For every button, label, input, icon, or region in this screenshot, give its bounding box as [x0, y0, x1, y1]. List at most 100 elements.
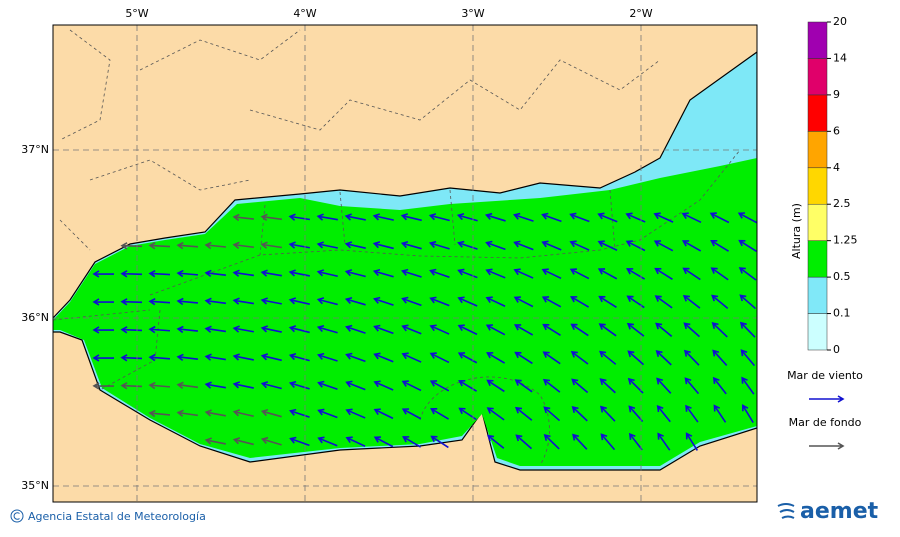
- wave-arrow: [626, 295, 645, 309]
- wave-arrow: [260, 269, 282, 277]
- colorbar-band: [807, 21, 828, 59]
- wave-arrow: [683, 322, 701, 338]
- wave-arrow: [513, 268, 534, 279]
- legend-label: Mar de viento: [787, 369, 863, 382]
- wave-arrow: [681, 212, 702, 224]
- wave-arrow: [288, 213, 311, 221]
- wave-arrow: [92, 270, 115, 278]
- wave-arrow: [600, 433, 616, 451]
- wave-arrow: [739, 321, 756, 338]
- wave-arrow: [344, 269, 366, 278]
- wave-arrow: [345, 380, 366, 391]
- credit: Agencia Estatal de Meteorología: [28, 510, 206, 523]
- wave-arrow: [345, 436, 366, 447]
- wave-arrow: [710, 240, 729, 252]
- wave-arrow: [570, 296, 590, 308]
- lat-label: 35°N: [21, 479, 49, 492]
- wave-arrow: [429, 268, 450, 279]
- wave-arrow: [373, 436, 394, 448]
- wave-arrow: [599, 405, 616, 422]
- wave-arrow: [739, 294, 757, 310]
- colorbar-label: 20: [833, 15, 847, 28]
- wave-arrow: [373, 324, 394, 335]
- wave-arrow: [656, 377, 672, 394]
- wave-arrow: [317, 408, 338, 419]
- wave-arrow: [597, 240, 618, 252]
- wave-arrow: [570, 351, 589, 365]
- wave-arrow: [513, 212, 534, 222]
- copyright-icon: [10, 509, 24, 523]
- logo-icon: [777, 503, 795, 519]
- wave-arrow: [485, 240, 506, 251]
- wave-arrow: [541, 212, 562, 223]
- wave-arrow: [288, 380, 310, 390]
- wave-arrow: [684, 377, 700, 395]
- sea-moderate: [53, 158, 757, 466]
- wave-arrow: [176, 297, 199, 306]
- wave-arrow: [344, 241, 366, 249]
- wave-arrow: [597, 268, 618, 280]
- wave-arrow: [232, 325, 254, 333]
- wave-arrow: [625, 240, 646, 252]
- wave-arrow: [232, 241, 255, 249]
- wave-arrow: [92, 298, 115, 306]
- wave-arrow: [428, 213, 450, 222]
- wave-arrow: [457, 240, 478, 250]
- colorbar: 0 0.1 0.5 1.25 2.5 4 6 9 14 20: [807, 15, 858, 356]
- wave-arrow: [120, 270, 143, 278]
- wave-arrow: [713, 404, 727, 423]
- colorbar-label: 14: [833, 51, 847, 64]
- wave-arrow: [513, 324, 534, 336]
- colorbar-label: 4: [833, 161, 840, 174]
- wave-arrow: [316, 213, 338, 221]
- wave-arrow: [570, 323, 589, 337]
- wave-arrow: [571, 406, 588, 422]
- colorbar-label: 0.5: [833, 270, 851, 283]
- wave-arrow: [345, 352, 366, 363]
- wave-arrow: [486, 379, 505, 393]
- wave-arrow: [232, 353, 254, 361]
- wave-arrow: [569, 268, 590, 280]
- wave-arrow: [429, 352, 450, 364]
- wave-arrow: [204, 269, 227, 278]
- wave-arrow: [429, 324, 450, 335]
- lat-label: 37°N: [21, 143, 49, 156]
- wave-arrow: [710, 267, 729, 281]
- lon-label: 4°W: [293, 7, 316, 20]
- wave-arrow: [373, 380, 394, 391]
- colorbar-label: 0: [833, 343, 840, 356]
- wave-arrow: [458, 407, 477, 421]
- wave-arrow: [514, 351, 533, 365]
- wave-arrow: [148, 242, 171, 250]
- wave-arrow: [625, 212, 646, 223]
- wave-arrow: [316, 241, 338, 249]
- wave-arrow: [598, 323, 617, 337]
- wave-arrow: [400, 213, 422, 222]
- wave-arrow: [401, 408, 422, 420]
- wave-arrow: [401, 380, 422, 392]
- wave-arrow: [653, 212, 674, 223]
- wave-arrow: [627, 350, 645, 366]
- colorbar-band: [807, 131, 828, 169]
- wave-arrow: [260, 241, 283, 249]
- wave-arrow: [344, 296, 366, 306]
- wave-arrow: [373, 408, 394, 420]
- wave-arrow: [204, 241, 227, 250]
- wave-arrow: [569, 240, 590, 251]
- wave-arrow: [260, 297, 282, 305]
- wave-arrow: [260, 325, 282, 333]
- wave-arrow: [682, 294, 701, 309]
- wave-arrow: [316, 269, 338, 278]
- wave-arrow: [372, 213, 394, 221]
- wave-arrow: [288, 269, 310, 277]
- wave-arrow: [430, 408, 449, 420]
- wave-arrow: [401, 324, 422, 335]
- wave-arrow: [204, 297, 227, 305]
- wave-arrow: [513, 240, 534, 251]
- wave-arrow: [712, 349, 728, 366]
- wave-arrow: [148, 381, 171, 390]
- wave-arrow: [681, 240, 702, 252]
- wave-arrow: [656, 405, 671, 423]
- wave-arrow: [148, 353, 171, 362]
- wave-arrow: [289, 408, 310, 418]
